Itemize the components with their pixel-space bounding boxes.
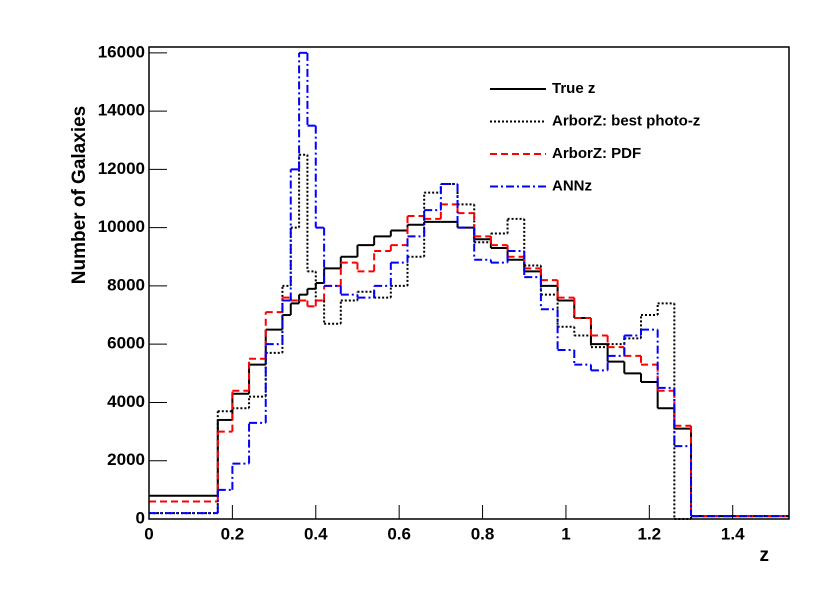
y-tick-label: 0 xyxy=(136,508,145,527)
x-tick-label: 1 xyxy=(561,524,570,543)
y-tick-label: 2000 xyxy=(107,450,145,469)
y-tick-label: 4000 xyxy=(107,392,145,411)
x-axis-label: z xyxy=(760,545,770,566)
y-tick-label: 16000 xyxy=(98,42,145,61)
legend-label: True z xyxy=(552,80,595,97)
y-tick-label: 14000 xyxy=(98,101,145,120)
x-tick-label: 1.2 xyxy=(638,524,662,543)
x-tick-label: 0.2 xyxy=(221,524,245,543)
x-tick-label: 0.6 xyxy=(387,524,411,543)
y-tick-label: 12000 xyxy=(98,159,145,178)
legend-label: ArborZ: PDF xyxy=(552,145,641,162)
legend-label: ArborZ: best photo-z xyxy=(552,112,700,129)
legend-label: ANNz xyxy=(552,177,592,194)
y-tick-label: 10000 xyxy=(98,217,145,236)
x-tick-label: 0.4 xyxy=(304,524,328,543)
x-tick-label: 1.4 xyxy=(721,524,745,543)
y-tick-label: 6000 xyxy=(107,334,145,353)
y-axis-label: Number of Galaxies xyxy=(69,106,90,284)
y-tick-label: 8000 xyxy=(107,275,145,294)
plot-frame xyxy=(148,46,790,520)
x-tick-label: 0 xyxy=(144,524,153,543)
x-tick-label: 0.8 xyxy=(471,524,495,543)
